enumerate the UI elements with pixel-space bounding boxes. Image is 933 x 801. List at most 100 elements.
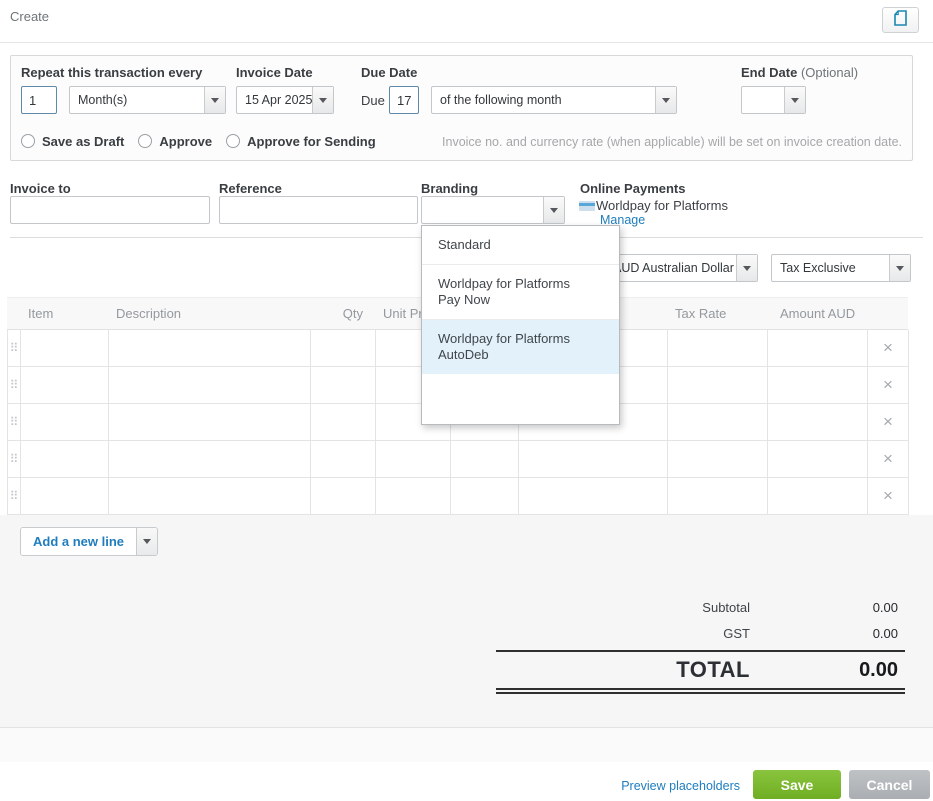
reference-input[interactable] — [219, 196, 418, 224]
radio-approve[interactable] — [138, 134, 153, 148]
header-item: Item — [28, 306, 54, 321]
drag-handle-icon[interactable]: ⠿ — [8, 367, 21, 404]
table-cell[interactable] — [109, 441, 311, 478]
chevron-down-icon — [312, 87, 333, 113]
online-payments-label: Online Payments — [580, 181, 686, 196]
chevron-down-icon — [655, 87, 676, 113]
due-prefix-label: Due — [361, 93, 385, 108]
save-button[interactable]: Save — [753, 770, 841, 799]
header-drag-column — [7, 298, 20, 329]
tax-mode-select[interactable]: Tax Exclusive — [771, 254, 911, 282]
copy-invoice-button[interactable] — [882, 7, 919, 33]
table-cell[interactable] — [668, 478, 768, 515]
table-cell[interactable] — [668, 330, 768, 367]
branding-option-pay-now[interactable]: Worldpay for Platforms Pay Now — [422, 265, 619, 320]
manage-payments-link[interactable]: Manage — [600, 213, 646, 227]
reference-label: Reference — [219, 181, 282, 196]
table-cell[interactable] — [21, 330, 109, 367]
table-row: ⠿ × — [7, 478, 909, 515]
subtotal-label: Subtotal — [702, 600, 750, 615]
header-delete-column — [867, 298, 908, 329]
radio-save-as-draft-label: Save as Draft — [42, 133, 125, 149]
table-cell[interactable] — [21, 478, 109, 515]
table-cell[interactable] — [109, 404, 311, 441]
table-cell[interactable] — [768, 367, 868, 404]
delete-row-button[interactable]: × — [868, 478, 909, 515]
table-cell[interactable] — [311, 441, 376, 478]
chevron-down-icon — [543, 197, 564, 223]
table-cell[interactable] — [311, 330, 376, 367]
table-cell[interactable] — [21, 441, 109, 478]
drag-handle-icon[interactable]: ⠿ — [8, 330, 21, 367]
due-rule-select[interactable]: of the following month — [431, 86, 677, 114]
table-cell[interactable] — [21, 404, 109, 441]
invoice-date-label: Invoice Date — [236, 65, 313, 80]
payment-card-icon — [579, 200, 595, 211]
table-cell[interactable] — [311, 404, 376, 441]
page-copy-icon — [894, 9, 907, 31]
gst-value: 0.00 — [872, 626, 898, 641]
currency-select[interactable]: AUD Australian Dollar — [604, 254, 758, 282]
repeat-label: Repeat this transaction every — [21, 65, 203, 80]
cancel-button[interactable]: Cancel — [849, 770, 930, 799]
table-cell[interactable] — [668, 367, 768, 404]
header-qty: Qty — [342, 306, 363, 321]
table-cell[interactable] — [451, 441, 519, 478]
add-line-button[interactable]: Add a new line — [20, 527, 159, 556]
table-cell[interactable] — [768, 478, 868, 515]
drag-handle-icon[interactable]: ⠿ — [8, 478, 21, 515]
table-cell[interactable] — [668, 404, 768, 441]
add-line-label: Add a new line — [21, 528, 137, 555]
header-description: Description — [116, 306, 182, 321]
end-date-label: End Date (Optional) — [741, 65, 859, 80]
schedule-section: Repeat this transaction every Invoice Da… — [10, 55, 913, 161]
branding-option-standard[interactable]: Standard — [422, 226, 619, 265]
invoice-to-input[interactable] — [10, 196, 210, 224]
header-amount: Amount AUD — [780, 306, 856, 321]
delete-row-button[interactable]: × — [868, 330, 909, 367]
table-cell[interactable] — [376, 441, 451, 478]
table-cell[interactable] — [668, 441, 768, 478]
status-radio-group: Save as Draft Approve Approve for Sendin… — [21, 133, 390, 149]
table-cell[interactable] — [768, 330, 868, 367]
table-cell[interactable] — [311, 367, 376, 404]
invoice-date-select[interactable]: 15 Apr 2025 — [236, 86, 334, 114]
table-cell[interactable] — [311, 478, 376, 515]
preview-placeholders-link[interactable]: Preview placeholders — [621, 779, 740, 793]
table-cell[interactable] — [768, 404, 868, 441]
table-cell[interactable] — [109, 330, 311, 367]
add-line-dropdown-toggle[interactable] — [136, 528, 158, 555]
radio-save-as-draft[interactable] — [21, 134, 35, 148]
table-cell[interactable] — [109, 367, 311, 404]
repeat-count-input[interactable] — [21, 86, 57, 114]
radio-approve-for-sending-label: Approve for Sending — [247, 133, 376, 149]
gst-label: GST — [723, 626, 750, 641]
total-value: 0.00 — [859, 659, 898, 681]
top-separator — [0, 42, 933, 43]
drag-handle-icon[interactable]: ⠿ — [8, 404, 21, 441]
end-date-select[interactable] — [741, 86, 806, 114]
delete-row-button[interactable]: × — [868, 404, 909, 441]
delete-row-button[interactable]: × — [868, 441, 909, 478]
header-tax-rate: Tax Rate — [675, 306, 727, 321]
branding-select[interactable] — [421, 196, 565, 224]
table-cell[interactable] — [21, 367, 109, 404]
page-title: Create — [10, 9, 50, 24]
branding-option-autodeb[interactable]: Worldpay for Platforms AutoDeb — [422, 320, 619, 374]
table-cell[interactable] — [768, 441, 868, 478]
radio-approve-label: Approve — [159, 133, 213, 149]
radio-approve-for-sending[interactable] — [226, 134, 241, 148]
drag-handle-icon[interactable]: ⠿ — [8, 441, 21, 478]
table-row: ⠿ × — [7, 441, 909, 478]
table-cell[interactable] — [519, 404, 668, 441]
table-cell[interactable] — [376, 478, 451, 515]
due-day-input[interactable] — [389, 86, 419, 114]
table-cell[interactable] — [519, 441, 668, 478]
table-cell[interactable] — [109, 478, 311, 515]
repeat-period-select[interactable]: Month(s) — [69, 86, 226, 114]
table-cell[interactable] — [519, 478, 668, 515]
subtotal-value: 0.00 — [872, 600, 898, 615]
delete-row-button[interactable]: × — [868, 367, 909, 404]
due-date-label: Due Date — [361, 65, 418, 80]
table-cell[interactable] — [451, 478, 519, 515]
